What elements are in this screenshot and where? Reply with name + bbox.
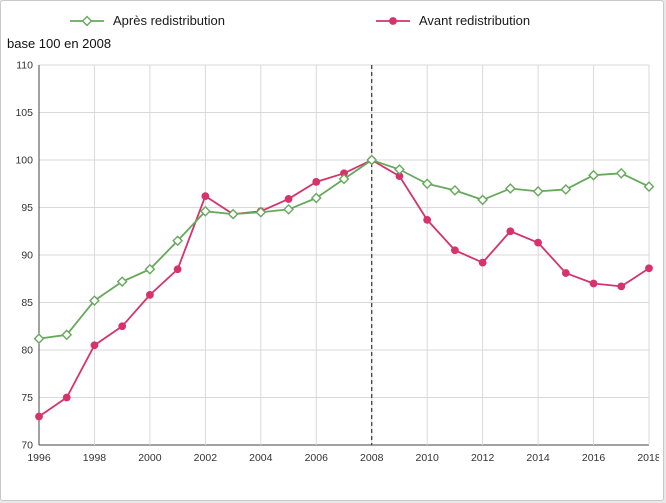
legend-sample-apres-icon bbox=[70, 15, 104, 26]
svg-text:105: 105 bbox=[15, 107, 33, 119]
svg-text:2016: 2016 bbox=[582, 452, 606, 464]
svg-text:75: 75 bbox=[21, 392, 33, 404]
svg-text:2012: 2012 bbox=[471, 452, 495, 464]
svg-text:2018: 2018 bbox=[637, 452, 659, 464]
svg-text:2004: 2004 bbox=[249, 452, 273, 464]
svg-text:2010: 2010 bbox=[416, 452, 440, 464]
legend-label-avant: Avant redistribution bbox=[419, 13, 531, 28]
line-chart-svg: 70 75 80 85 90 95 100 105 110 1996 1998 2000 2002 200… bbox=[15, 60, 660, 465]
legend-sample-avant-icon bbox=[376, 16, 410, 25]
svg-text:1996: 1996 bbox=[27, 452, 51, 464]
chart-legend: Après redistribution Avant redistributio… bbox=[1, 1, 663, 32]
legend-label-apres: Après redistribution bbox=[113, 13, 225, 28]
svg-text:1998: 1998 bbox=[83, 452, 107, 464]
svg-text:110: 110 bbox=[16, 60, 33, 72]
legend-item-apres[interactable]: Après redistribution bbox=[69, 13, 225, 28]
svg-text:2002: 2002 bbox=[194, 452, 218, 464]
svg-text:100: 100 bbox=[15, 155, 33, 167]
chart-area: 70 75 80 85 90 95 100 105 110 1996 1998 2000 2002 200… bbox=[5, 53, 663, 482]
svg-text:80: 80 bbox=[21, 345, 33, 357]
axis-note: base 100 en 2008 bbox=[7, 36, 112, 51]
svg-text:85: 85 bbox=[21, 297, 33, 309]
svg-text:90: 90 bbox=[21, 250, 33, 262]
svg-text:70: 70 bbox=[21, 440, 33, 452]
svg-text:2008: 2008 bbox=[360, 452, 384, 464]
svg-text:2000: 2000 bbox=[138, 452, 162, 464]
svg-text:2006: 2006 bbox=[305, 452, 329, 464]
svg-text:2014: 2014 bbox=[526, 452, 550, 464]
svg-text:95: 95 bbox=[21, 202, 33, 214]
legend-item-avant[interactable]: Avant redistribution bbox=[375, 13, 530, 28]
